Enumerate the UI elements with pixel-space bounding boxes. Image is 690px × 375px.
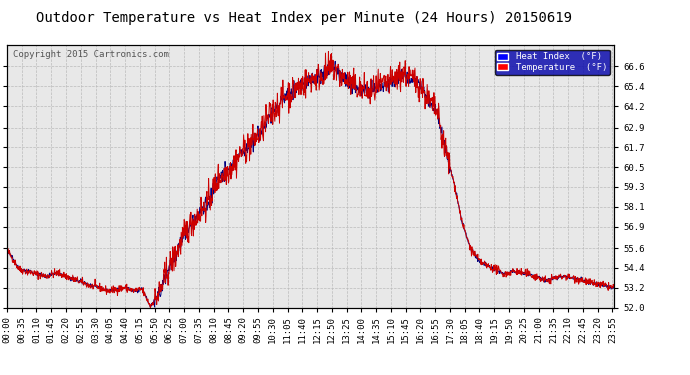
Text: Outdoor Temperature vs Heat Index per Minute (24 Hours) 20150619: Outdoor Temperature vs Heat Index per Mi… xyxy=(36,11,571,25)
Text: Copyright 2015 Cartronics.com: Copyright 2015 Cartronics.com xyxy=(13,50,169,59)
Legend: Heat Index  (°F), Temperature  (°F): Heat Index (°F), Temperature (°F) xyxy=(495,50,609,75)
